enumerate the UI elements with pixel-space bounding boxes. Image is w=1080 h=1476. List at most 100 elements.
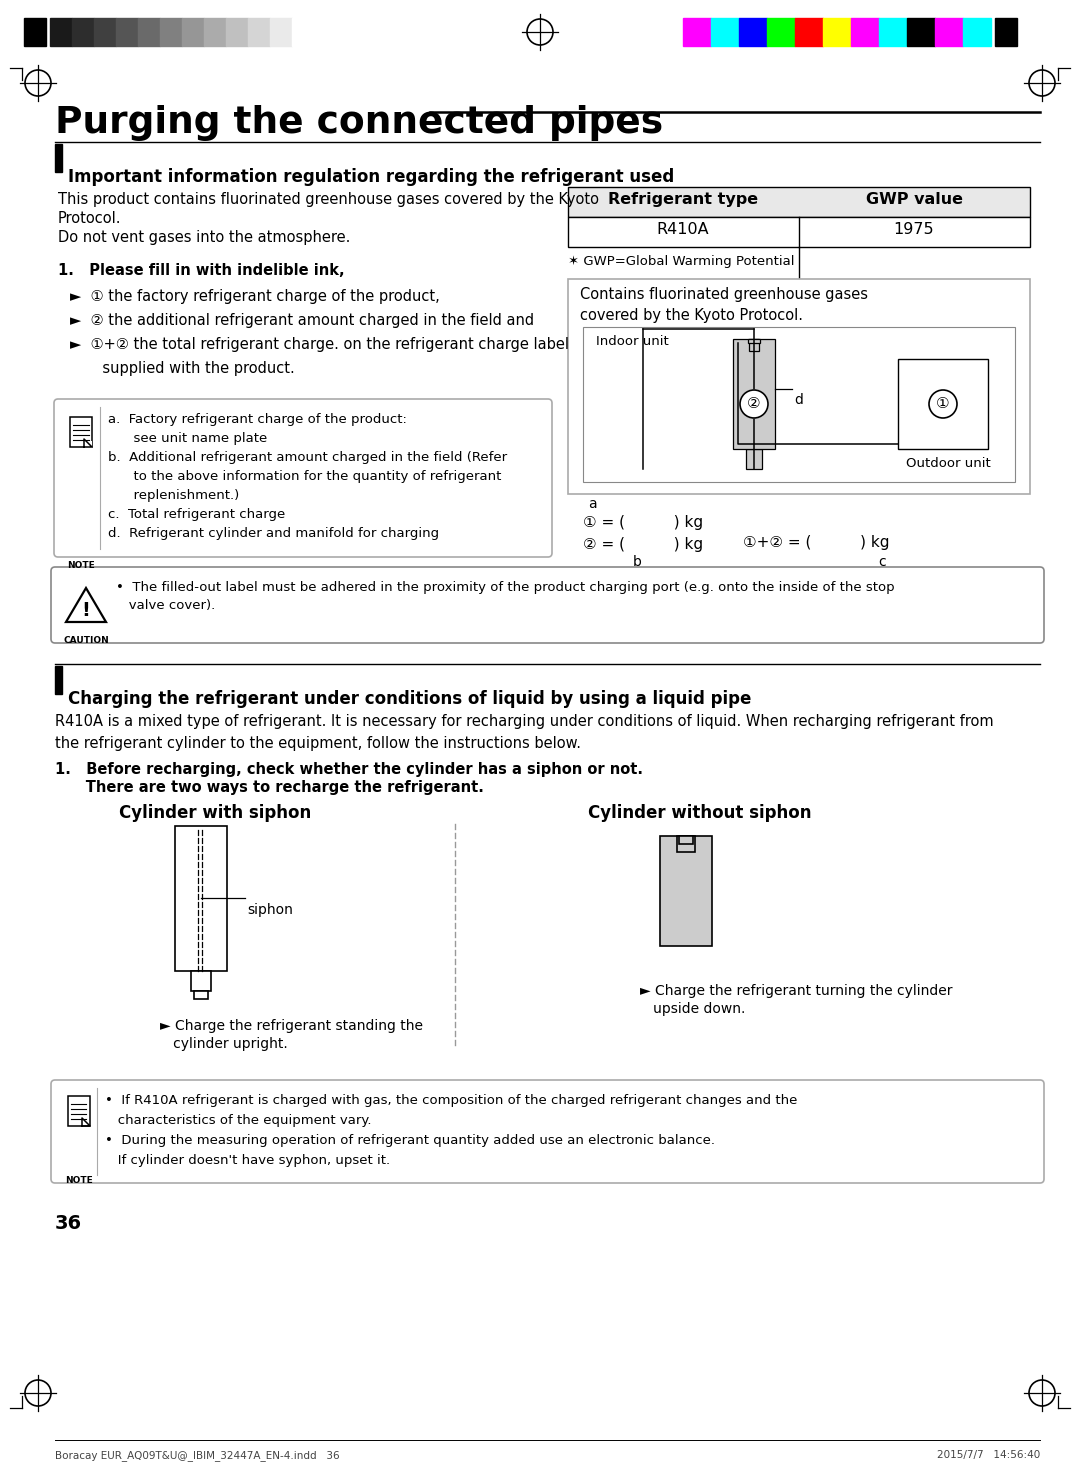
Text: R410A is a mixed type of refrigerant. It is necessary for recharging under condi: R410A is a mixed type of refrigerant. It…: [55, 714, 994, 751]
Text: Do not vent gases into the atmosphere.: Do not vent gases into the atmosphere.: [58, 230, 350, 245]
Text: ►  ①+② the total refrigerant charge. on the refrigerant charge label: ► ①+② the total refrigerant charge. on t…: [70, 337, 569, 351]
Text: There are two ways to recharge the refrigerant.: There are two ways to recharge the refri…: [55, 779, 484, 796]
Bar: [879, 18, 907, 46]
Text: valve cover).: valve cover).: [116, 599, 215, 613]
Polygon shape: [66, 587, 106, 621]
Text: c.  Total refrigerant charge: c. Total refrigerant charge: [108, 508, 285, 521]
Bar: [270, 18, 292, 46]
Bar: [746, 449, 762, 469]
Text: •  If R410A refrigerant is charged with gas, the composition of the charged refr: • If R410A refrigerant is charged with g…: [105, 1094, 797, 1107]
Text: If cylinder doesn't have syphon, upset it.: If cylinder doesn't have syphon, upset i…: [105, 1154, 390, 1168]
Text: replenishment.): replenishment.): [108, 489, 240, 502]
Bar: [568, 187, 1030, 217]
Bar: [963, 18, 991, 46]
Text: 36: 36: [55, 1213, 82, 1232]
Text: ►  ① the factory refrigerant charge of the product,: ► ① the factory refrigerant charge of th…: [70, 289, 440, 304]
Text: ► Charge the refrigerant standing the: ► Charge the refrigerant standing the: [160, 1018, 423, 1033]
Text: Outdoor unit: Outdoor unit: [906, 458, 990, 469]
Bar: [138, 18, 160, 46]
Bar: [739, 18, 767, 46]
Bar: [24, 18, 46, 46]
Bar: [995, 18, 1017, 46]
Bar: [94, 18, 116, 46]
Bar: [226, 18, 248, 46]
Text: see unit name plate: see unit name plate: [108, 432, 267, 444]
Text: ①: ①: [936, 397, 949, 412]
Bar: [55, 666, 62, 694]
Bar: [733, 339, 775, 449]
Text: ✶ GWP=Global Warming Potential: ✶ GWP=Global Warming Potential: [568, 255, 795, 269]
Text: ①+② = (          ) kg: ①+② = ( ) kg: [743, 534, 890, 551]
Bar: [204, 18, 226, 46]
Text: ② = (          ) kg: ② = ( ) kg: [583, 537, 703, 552]
Text: b.  Additional refrigerant amount charged in the field (Refer: b. Additional refrigerant amount charged…: [108, 452, 508, 463]
Bar: [795, 18, 823, 46]
Bar: [750, 339, 759, 351]
Text: siphon: siphon: [247, 903, 293, 917]
Circle shape: [929, 390, 957, 418]
Bar: [292, 18, 314, 46]
Bar: [897, 359, 988, 449]
Text: Charging the refrigerant under conditions of liquid by using a liquid pipe: Charging the refrigerant under condition…: [68, 689, 752, 708]
Bar: [84, 441, 92, 449]
Text: d.  Refrigerant cylinder and manifold for charging: d. Refrigerant cylinder and manifold for…: [108, 527, 440, 540]
Text: ►  ② the additional refrigerant amount charged in the field and: ► ② the additional refrigerant amount ch…: [70, 313, 535, 328]
Bar: [568, 217, 1030, 246]
Text: •  The filled-out label must be adhered in the proximity of the product charging: • The filled-out label must be adhered i…: [116, 582, 894, 593]
Text: c: c: [878, 555, 886, 570]
Bar: [70, 418, 92, 447]
Text: Cylinder without siphon: Cylinder without siphon: [589, 804, 812, 822]
Bar: [248, 18, 270, 46]
Text: a.  Factory refrigerant charge of the product:: a. Factory refrigerant charge of the pro…: [108, 413, 407, 427]
Text: Purging the connected pipes: Purging the connected pipes: [55, 105, 663, 142]
FancyBboxPatch shape: [51, 567, 1044, 644]
Text: d: d: [794, 393, 802, 407]
Text: Contains fluorinated greenhouse gases
covered by the Kyoto Protocol.: Contains fluorinated greenhouse gases co…: [580, 286, 868, 323]
Bar: [194, 990, 208, 999]
Text: R410A: R410A: [657, 221, 710, 238]
Text: Indoor unit: Indoor unit: [596, 335, 669, 348]
Bar: [68, 1097, 90, 1126]
Bar: [679, 835, 693, 844]
Text: Protocol.: Protocol.: [58, 211, 121, 226]
Text: NOTE: NOTE: [67, 561, 95, 570]
Bar: [160, 18, 183, 46]
Text: 1.   Please fill in with indelible ink,: 1. Please fill in with indelible ink,: [58, 263, 345, 277]
Text: This product contains fluorinated greenhouse gases covered by the Kyoto: This product contains fluorinated greenh…: [58, 192, 599, 207]
FancyBboxPatch shape: [51, 1080, 1044, 1182]
Text: supplied with the product.: supplied with the product.: [70, 362, 295, 376]
Circle shape: [740, 390, 768, 418]
Bar: [50, 18, 72, 46]
FancyBboxPatch shape: [568, 279, 1030, 494]
Text: Refrigerant type: Refrigerant type: [608, 192, 758, 207]
FancyBboxPatch shape: [54, 399, 552, 556]
Bar: [823, 18, 851, 46]
Text: Boracay EUR_AQ09T&U@_IBIM_32447A_EN-4.indd   36: Boracay EUR_AQ09T&U@_IBIM_32447A_EN-4.in…: [55, 1449, 339, 1461]
Bar: [851, 18, 879, 46]
Bar: [677, 835, 696, 852]
Text: GWP value: GWP value: [865, 192, 962, 207]
Bar: [935, 18, 963, 46]
Bar: [583, 328, 1015, 483]
Bar: [588, 329, 698, 362]
Bar: [116, 18, 138, 46]
Text: ②: ②: [747, 397, 760, 412]
Bar: [55, 145, 62, 173]
Text: ► Charge the refrigerant turning the cylinder: ► Charge the refrigerant turning the cyl…: [640, 984, 953, 998]
Text: 1975: 1975: [893, 221, 934, 238]
Text: 2015/7/7   14:56:40: 2015/7/7 14:56:40: [936, 1449, 1040, 1460]
Text: NOTE: NOTE: [65, 1176, 93, 1185]
Text: !: !: [82, 602, 91, 620]
Bar: [683, 18, 711, 46]
Bar: [767, 18, 795, 46]
Bar: [748, 339, 760, 342]
Text: a: a: [588, 497, 596, 511]
Text: characteristics of the equipment vary.: characteristics of the equipment vary.: [105, 1114, 372, 1128]
Text: Important information regulation regarding the refrigerant used: Important information regulation regardi…: [68, 168, 674, 186]
Bar: [72, 18, 94, 46]
Text: cylinder upright.: cylinder upright.: [160, 1038, 287, 1051]
Text: ① = (          ) kg: ① = ( ) kg: [583, 515, 703, 530]
Bar: [191, 971, 211, 990]
Bar: [711, 18, 739, 46]
Text: b: b: [633, 555, 642, 570]
